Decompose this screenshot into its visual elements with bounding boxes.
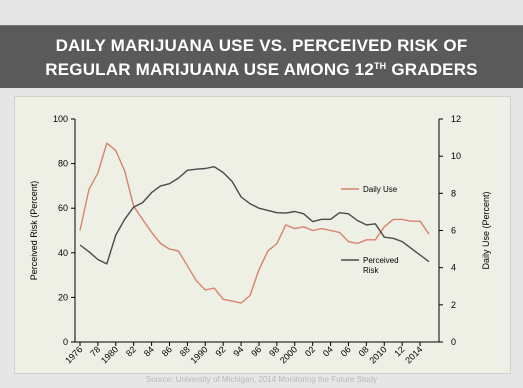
x-tick-label: 2014 (403, 344, 424, 365)
title-line-1: DAILY MARIJUANA USE VS. PERCEIVED RISK O… (55, 35, 468, 55)
x-tick-label: 82 (124, 344, 138, 358)
source-note: Source: University of Michigan, 2014 Mon… (145, 375, 378, 384)
left-tick-label: 60 (58, 203, 68, 213)
right-tick-label: 12 (451, 114, 461, 124)
x-tick-label: 84 (142, 344, 156, 358)
legend-label-perceived-risk: Perceived (363, 256, 399, 265)
left-tick-label: 100 (53, 114, 68, 124)
left-tick-label: 0 (63, 337, 68, 347)
left-axis-title: Perceived Risk (Percent) (29, 181, 39, 281)
left-tick-label: 40 (58, 248, 68, 258)
title-line-2-main: REGULAR MARIJUANA USE AMONG 12 (45, 59, 374, 79)
x-tick-label: 1976 (63, 344, 84, 365)
left-tick-label: 80 (58, 159, 68, 169)
daily-use-series-line (79, 142, 430, 304)
legend-label-perceived-risk: Risk (363, 266, 380, 275)
x-tick-label: 04 (321, 344, 335, 358)
x-tick-label: 94 (231, 344, 245, 358)
right-tick-label: 10 (451, 151, 461, 161)
right-tick-label: 8 (451, 188, 456, 198)
right-tick-label: 0 (451, 337, 456, 347)
title-line-2: REGULAR MARIJUANA USE AMONG 12TH GRADERS (45, 56, 477, 80)
right-tick-label: 2 (451, 300, 456, 310)
right-tick-label: 6 (451, 226, 456, 236)
right-tick-label: 4 (451, 263, 456, 273)
x-tick-label: 2010 (367, 344, 388, 365)
title-line-2-end: GRADERS (386, 59, 478, 79)
title-superscript: TH (373, 60, 387, 71)
x-tick-label: 1980 (99, 344, 120, 365)
chart-frame: 0 20 40 60 80 100 0 2 4 6 8 10 12 1976 78 1980 82 84 86 88 1… (14, 96, 511, 374)
left-tick-label: 20 (58, 292, 68, 302)
x-tick-label: 86 (160, 344, 174, 358)
x-tick-label: 96 (249, 344, 263, 358)
perceived-risk-series-line (79, 165, 430, 265)
x-tick-label: 1990 (188, 344, 209, 365)
chart-title-band: DAILY MARIJUANA USE VS. PERCEIVED RISK O… (0, 25, 523, 88)
legend-label-daily-use: Daily Use (363, 185, 398, 194)
x-tick-label: 2000 (278, 344, 299, 365)
x-tick-label: 92 (213, 344, 227, 358)
right-axis-title: Daily Use (Percent) (481, 191, 491, 269)
x-tick-label: 02 (303, 344, 317, 358)
x-tick-label: 06 (339, 344, 353, 358)
